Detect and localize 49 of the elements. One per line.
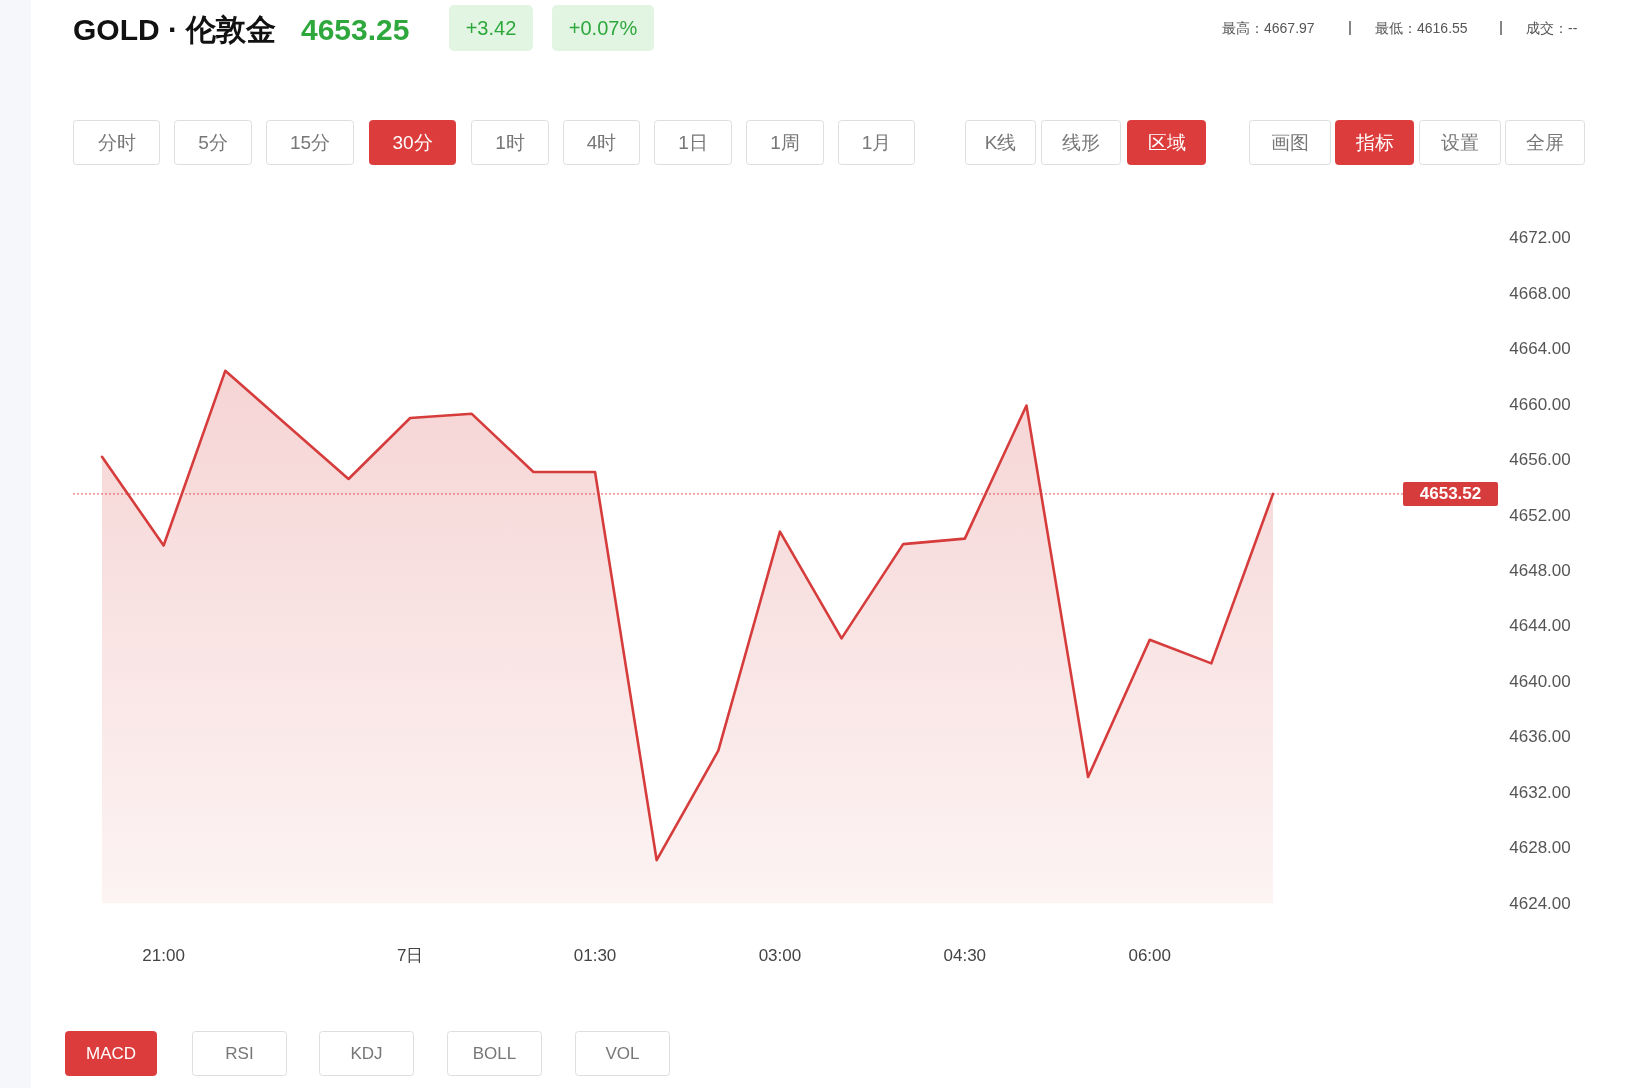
stat: 成交：--	[1526, 20, 1578, 36]
button: 全屏	[1505, 120, 1585, 165]
badge: +0.07%	[552, 5, 654, 51]
button: 画图	[1249, 120, 1331, 165]
stat: 最高：4667.97	[1222, 20, 1315, 36]
button: K线	[965, 120, 1036, 165]
button: 设置	[1419, 120, 1501, 165]
button: MACD	[65, 1031, 157, 1076]
x-tick-label: 21:00	[142, 945, 185, 965]
button: 指标	[1335, 120, 1414, 165]
y-tick-label: 4668.00	[1509, 283, 1571, 303]
y-tick-label: 4660.00	[1509, 394, 1571, 414]
button: 1月	[838, 120, 915, 165]
stat: 最低：4616.55	[1375, 20, 1468, 36]
y-tick-label: 4664.00	[1509, 339, 1571, 359]
x-tick-label: 01:30	[573, 945, 617, 965]
button: 1日	[654, 120, 732, 165]
y-tick-label: 4624.00	[1509, 893, 1571, 913]
button: 分时	[73, 120, 160, 165]
button: 1周	[746, 120, 824, 165]
button: 15分	[266, 120, 354, 165]
y-tick-label: 4648.00	[1509, 560, 1571, 580]
button: 5分	[174, 120, 252, 165]
y-tick-label: 4632.00	[1509, 782, 1571, 802]
button: 线形	[1041, 120, 1121, 165]
button: RSI	[192, 1031, 287, 1076]
price: 4653.25	[301, 12, 410, 46]
y-tick-label: 4672.00	[1509, 228, 1571, 248]
y-tick-label: 4656.00	[1509, 450, 1571, 470]
button: KDJ	[319, 1031, 414, 1076]
y-tick-label: 4644.00	[1509, 616, 1571, 636]
ref-line-label: 4653.52	[1419, 484, 1482, 504]
button: BOLL	[447, 1031, 542, 1076]
button: 1时	[471, 120, 549, 165]
y-tick-label: 4652.00	[1509, 505, 1571, 525]
x-tick-label: 06:00	[1128, 945, 1171, 965]
x-tick-label: 03:00	[758, 945, 802, 965]
x-tick-label: 7日	[396, 945, 424, 965]
ref-line-label: 4653.52	[1403, 481, 1498, 506]
button: 4时	[563, 120, 640, 165]
y-tick-label: 4636.00	[1509, 727, 1571, 747]
title: GOLD · 伦敦金	[73, 12, 277, 46]
x-tick-label: 04:30	[943, 945, 987, 965]
button: VOL	[575, 1031, 670, 1076]
y-tick-label: 4628.00	[1509, 838, 1571, 858]
button: 30分	[369, 120, 456, 165]
y-tick-label: 4640.00	[1509, 671, 1571, 691]
button: 区域	[1127, 120, 1206, 165]
badge: +3.42	[449, 5, 533, 51]
